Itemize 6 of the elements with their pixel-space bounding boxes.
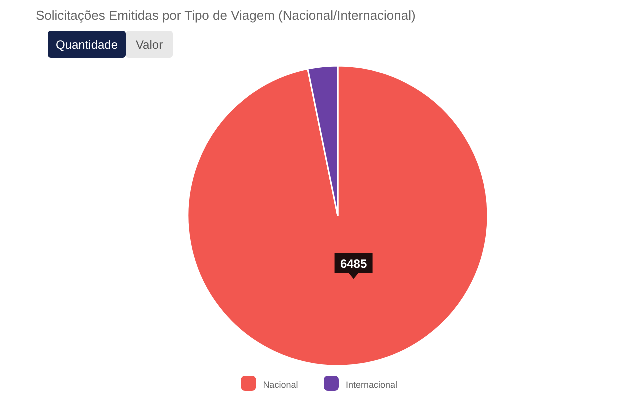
pie-slice	[187, 65, 489, 367]
chart-title: Solicitações Emitidas por Tipo de Viagem (Nacional/Internacional)	[36, 8, 416, 23]
legend-label: Nacional	[263, 380, 298, 390]
legend-label: Internacional	[346, 380, 398, 390]
data-label: 6485	[340, 257, 368, 272]
toggle-buttons: Quantidade Valor	[48, 31, 173, 58]
